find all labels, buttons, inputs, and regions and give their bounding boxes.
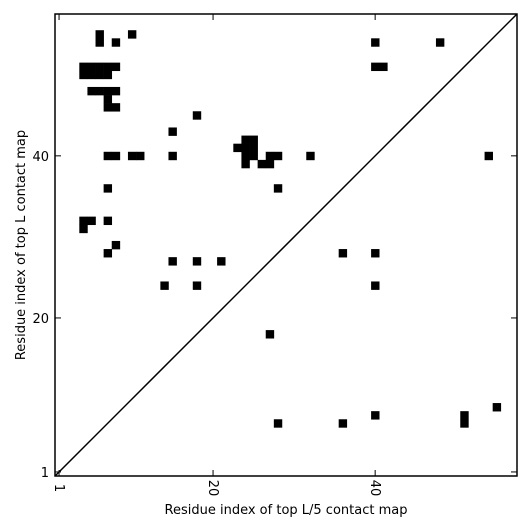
y-tick-label: 1 <box>41 466 49 481</box>
contact-point <box>265 159 275 169</box>
contact-point <box>87 216 96 226</box>
contact-point <box>249 135 258 144</box>
contact-point <box>111 38 121 47</box>
contact-point <box>249 151 258 161</box>
contact-point <box>168 257 177 266</box>
contact-point <box>111 151 121 161</box>
contact-point <box>257 159 267 169</box>
contact-point <box>103 62 113 72</box>
contact-point <box>79 62 88 72</box>
contact-point <box>160 281 169 290</box>
contact-point <box>241 151 250 161</box>
contact-point <box>192 257 202 266</box>
contact-point <box>460 411 469 420</box>
contact-point <box>103 70 113 80</box>
y-tick-label: 40 <box>32 150 49 165</box>
contact-point <box>103 184 113 193</box>
contact-point <box>111 86 121 96</box>
contact-point <box>103 216 113 226</box>
contact-point <box>168 151 177 161</box>
contact-point <box>460 419 469 428</box>
contact-point <box>338 419 348 428</box>
y-tick-label: 20 <box>32 312 49 327</box>
contact-point <box>273 151 283 161</box>
contact-points <box>79 30 502 428</box>
y-axis-label: Residue index of top L contact map <box>14 130 29 360</box>
contact-point <box>371 249 380 258</box>
contact-point <box>103 151 113 161</box>
contact-point <box>217 257 226 266</box>
contact-point <box>87 62 96 72</box>
contact-point <box>95 70 104 80</box>
diagonal-line <box>54 13 518 477</box>
contact-point <box>95 38 104 47</box>
contact-point <box>241 159 250 169</box>
contact-point <box>192 281 202 290</box>
contact-point <box>79 70 88 80</box>
contact-point <box>79 224 88 234</box>
contact-point <box>265 330 275 339</box>
contact-point <box>103 86 113 96</box>
contact-point <box>103 103 113 112</box>
contact-point <box>338 249 348 258</box>
contact-point <box>127 151 137 161</box>
contact-point <box>95 30 104 39</box>
contact-point <box>87 70 96 80</box>
contact-point <box>371 411 380 420</box>
contact-point <box>95 62 104 72</box>
contact-point <box>371 281 380 290</box>
contact-point <box>136 151 145 161</box>
contact-point <box>192 111 202 120</box>
contact-point <box>306 151 315 161</box>
x-tick-label: 1 <box>51 484 66 492</box>
x-axis-label: Residue index of top L/5 contact map <box>165 503 408 518</box>
contact-point <box>265 151 275 161</box>
contact-point <box>273 419 283 428</box>
contact-point <box>95 86 104 96</box>
contact-point <box>127 30 137 39</box>
contact-point <box>492 403 502 412</box>
contact-point <box>249 143 258 153</box>
contact-point <box>273 184 283 193</box>
contact-point <box>233 143 242 153</box>
contact-point <box>435 38 445 47</box>
x-tick-label: 20 <box>205 480 220 497</box>
contact-point <box>111 103 121 112</box>
contact-point <box>103 95 113 104</box>
contact-point <box>103 249 113 258</box>
contact-point <box>379 62 388 72</box>
x-tick-label: 40 <box>367 480 382 497</box>
contact-point <box>79 216 88 226</box>
contact-point <box>168 127 177 136</box>
contact-point <box>111 240 121 250</box>
contact-point <box>371 62 380 72</box>
contact-point <box>241 143 250 153</box>
contact-point <box>371 38 380 47</box>
axis-ticks: 1 20 40 1 20 40 <box>32 14 517 496</box>
plot-frame <box>54 13 518 477</box>
contact-point <box>111 62 121 72</box>
contact-point <box>484 151 493 161</box>
contact-point <box>87 86 96 96</box>
contact-point <box>241 135 250 144</box>
